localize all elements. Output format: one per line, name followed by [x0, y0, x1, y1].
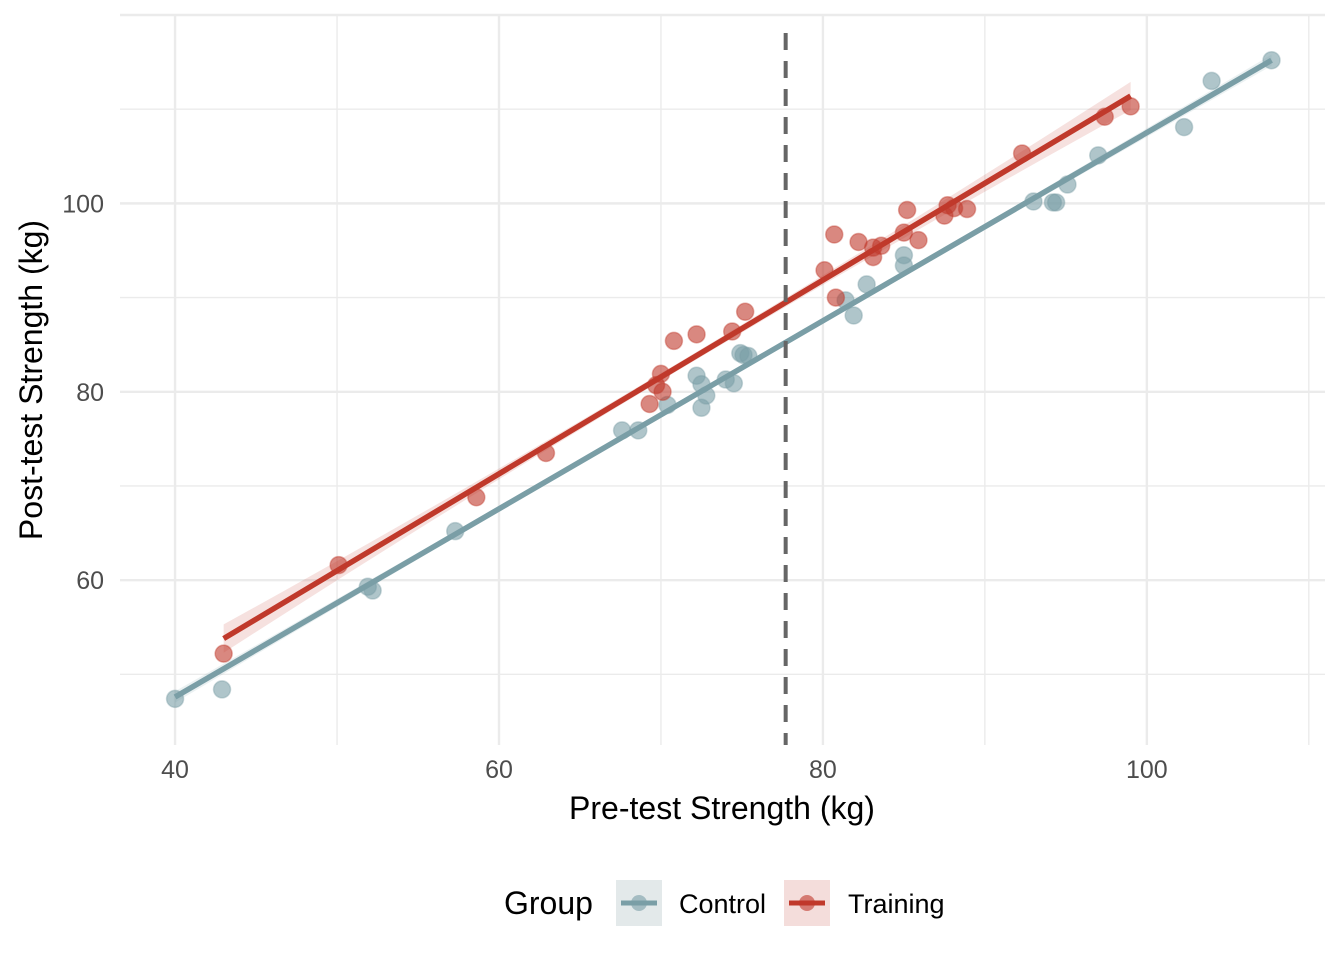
x-tick-label: 100	[1126, 756, 1168, 784]
y-tick-label: 60	[76, 567, 104, 595]
data-point-control	[844, 306, 863, 325]
data-point-training	[214, 644, 233, 663]
data-point-training	[897, 200, 917, 220]
legend-label-control: Control	[679, 889, 766, 919]
data-point-training	[664, 331, 684, 351]
data-point-training	[825, 225, 844, 244]
data-point-control	[1202, 71, 1221, 91]
fit-lines	[173, 57, 1273, 700]
legend-item-control: Control	[616, 880, 766, 926]
grid	[120, 13, 1325, 745]
data-point-training	[735, 302, 755, 321]
legend-label-training: Training	[848, 889, 945, 919]
x-tick-label: 40	[161, 756, 189, 784]
legend-point-control	[631, 895, 647, 911]
fit-line-control	[173, 57, 1273, 700]
data-point-control	[1046, 193, 1066, 212]
data-point-training	[957, 199, 977, 219]
y-tick-label: 100	[62, 190, 104, 218]
y-tick-label: 80	[76, 379, 104, 407]
legend-title: Group	[504, 885, 593, 921]
x-tick-label: 60	[485, 756, 513, 784]
data-point-control	[1174, 117, 1194, 137]
axis-ticks: 40 60 80 100 60 80 100	[62, 190, 1167, 784]
fit-line-training	[222, 93, 1133, 641]
x-tick-label: 80	[809, 756, 837, 784]
legend-point-training	[799, 895, 815, 911]
data-point-training	[909, 230, 928, 250]
legend-item-training: Training	[784, 880, 945, 926]
data-point-training	[687, 325, 706, 344]
data-point-training	[653, 382, 672, 402]
data-point-training	[640, 394, 659, 414]
data-point-training	[826, 288, 846, 307]
y-axis-label: Post-test Strength (kg)	[13, 220, 49, 540]
x-axis-label: Pre-test Strength (kg)	[569, 790, 875, 826]
data-point-control	[212, 680, 232, 699]
legend: Group Control Training	[504, 880, 945, 926]
